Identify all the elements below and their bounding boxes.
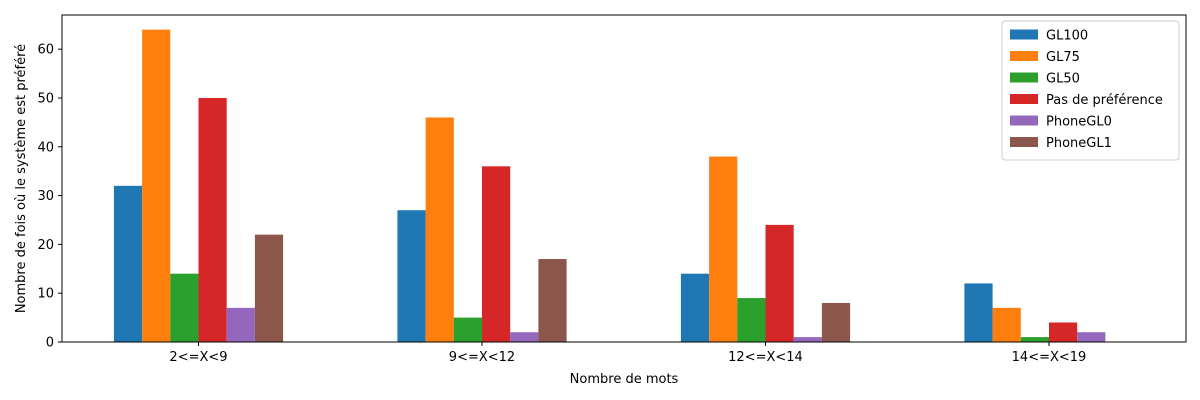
bar-gl75-0 bbox=[142, 29, 171, 343]
bar-pas-de-pr-f-rence-2 bbox=[765, 224, 794, 342]
y-tick-label: 10 bbox=[37, 287, 54, 302]
bar-gl50-1 bbox=[453, 317, 482, 342]
legend-label: GL50 bbox=[1046, 72, 1080, 87]
x-tick-label: 9<=X<12 bbox=[449, 350, 515, 365]
legend-label: GL75 bbox=[1046, 50, 1080, 65]
legend-swatch bbox=[1010, 94, 1038, 104]
legend-label: PhoneGL1 bbox=[1046, 136, 1112, 151]
bar-gl100-2 bbox=[680, 273, 710, 342]
bar-gl75-2 bbox=[709, 156, 738, 342]
bar-pas-de-pr-f-rence-1 bbox=[482, 166, 511, 342]
bar-gl75-1 bbox=[425, 117, 454, 342]
bar-phonegl0-3 bbox=[1077, 332, 1106, 342]
legend-label: GL100 bbox=[1046, 29, 1088, 44]
y-tick-label: 0 bbox=[46, 336, 54, 351]
legend-swatch bbox=[1010, 29, 1038, 40]
bar-gl50-2 bbox=[737, 298, 766, 342]
bar-gl100-1 bbox=[397, 210, 426, 342]
bar-gl50-0 bbox=[170, 273, 199, 342]
bar-phonegl1-0 bbox=[254, 234, 284, 342]
legend-box bbox=[1001, 20, 1180, 161]
y-tick-label: 20 bbox=[37, 238, 54, 253]
x-axis-label: Nombre de mots bbox=[570, 372, 679, 387]
bar-phonegl0-1 bbox=[510, 332, 539, 342]
x-tick-label: 12<=X<14 bbox=[728, 350, 803, 365]
bar-gl100-0 bbox=[113, 185, 143, 342]
x-axis: 2<=X<9 9<=X<12 12<=X<14 14<=X<19 bbox=[169, 342, 1086, 365]
legend: GL100 GL75 GL50 Pas de préférence PhoneGL0 Ph… bbox=[1001, 20, 1180, 161]
y-axis-label: Nombre de fois où le système est préféré bbox=[14, 44, 29, 313]
x-tick-label: 2<=X<9 bbox=[169, 350, 227, 365]
legend-swatch bbox=[1010, 115, 1038, 126]
legend-swatch bbox=[1010, 137, 1038, 147]
x-tick-label: 14<=X<19 bbox=[1012, 350, 1087, 365]
y-tick-label: 30 bbox=[37, 189, 54, 204]
legend-swatch bbox=[1010, 72, 1038, 83]
bar-phonegl1-1 bbox=[538, 259, 567, 342]
legend-label: Pas de préférence bbox=[1046, 93, 1163, 108]
bar-phonegl1-2 bbox=[821, 302, 851, 342]
bar-gl50-3 bbox=[1020, 337, 1049, 342]
legend-swatch bbox=[1010, 51, 1038, 61]
y-tick-label: 40 bbox=[37, 140, 54, 155]
bar-pas-de-pr-f-rence-0 bbox=[198, 97, 227, 342]
bar-gl100-3 bbox=[964, 283, 993, 342]
bar-pas-de-pr-f-rence-3 bbox=[1049, 322, 1078, 342]
bars-layer bbox=[113, 29, 1106, 343]
bar-phonegl0-0 bbox=[226, 307, 255, 342]
bar-phonegl0-2 bbox=[793, 337, 822, 342]
y-tick-label: 60 bbox=[37, 43, 54, 58]
y-axis: 0 10 20 30 40 50 60 bbox=[37, 43, 62, 351]
y-tick-label: 50 bbox=[37, 91, 54, 106]
bar-gl75-3 bbox=[992, 307, 1021, 342]
plot-frame bbox=[61, 14, 1187, 343]
legend-label: PhoneGL0 bbox=[1046, 115, 1112, 130]
